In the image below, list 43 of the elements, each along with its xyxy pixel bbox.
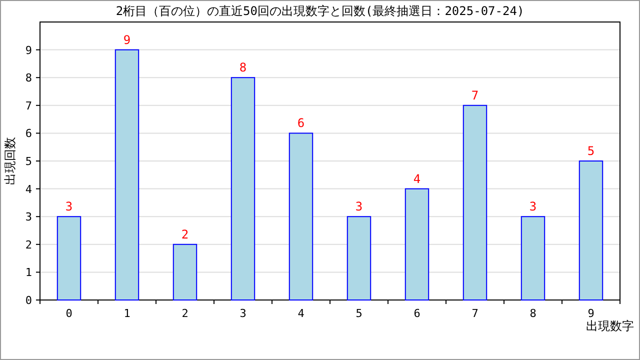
data-label: 3 xyxy=(529,200,537,214)
bar xyxy=(56,216,82,300)
x-tick-label: 4 xyxy=(298,307,305,320)
data-label: 4 xyxy=(413,172,421,186)
bar xyxy=(114,49,140,300)
bar xyxy=(230,77,256,300)
data-label: 3 xyxy=(355,200,363,214)
x-axis-title: 出現数字 xyxy=(586,319,634,333)
data-label: 5 xyxy=(587,144,595,158)
x-tick-label: 5 xyxy=(356,307,362,320)
x-tick-label: 8 xyxy=(530,307,536,320)
data-label: 9 xyxy=(123,32,131,47)
bar xyxy=(520,216,546,300)
y-tick-label: 5 xyxy=(25,155,32,168)
bar xyxy=(172,244,198,300)
data-label: 6 xyxy=(297,116,305,130)
bar xyxy=(462,104,488,300)
data-label: 3 xyxy=(65,200,73,214)
x-tick-label: 1 xyxy=(124,307,130,320)
y-tick-label: 0 xyxy=(25,294,32,307)
x-tick-label: 9 xyxy=(588,307,594,320)
y-tick-label: 3 xyxy=(25,210,32,224)
x-tick-label: 3 xyxy=(240,307,246,320)
y-axis-title: 出現回数 xyxy=(3,137,17,185)
bar xyxy=(404,188,430,300)
y-tick-label: 6 xyxy=(25,127,32,140)
bar xyxy=(346,216,372,300)
x-tick-label: 0 xyxy=(66,307,72,320)
y-tick-label: 7 xyxy=(25,99,32,112)
data-label: 8 xyxy=(239,60,247,75)
y-tick-label: 8 xyxy=(25,72,32,85)
bar xyxy=(578,160,604,300)
data-label: 2 xyxy=(181,227,189,242)
x-tick-label: 7 xyxy=(472,307,478,320)
y-tick-label: 9 xyxy=(25,44,32,57)
x-tick-label: 6 xyxy=(414,307,420,320)
bar xyxy=(288,132,314,300)
y-tick-label: 2 xyxy=(25,238,32,252)
data-label: 7 xyxy=(471,88,479,102)
y-tick-label: 4 xyxy=(25,182,32,196)
x-tick-label: 2 xyxy=(182,307,188,320)
y-tick-label: 1 xyxy=(25,266,32,280)
chart-title: 2桁目（百の位）の直近50回の出現数字と回数(最終抽選日：2025-07-24) xyxy=(116,4,524,18)
